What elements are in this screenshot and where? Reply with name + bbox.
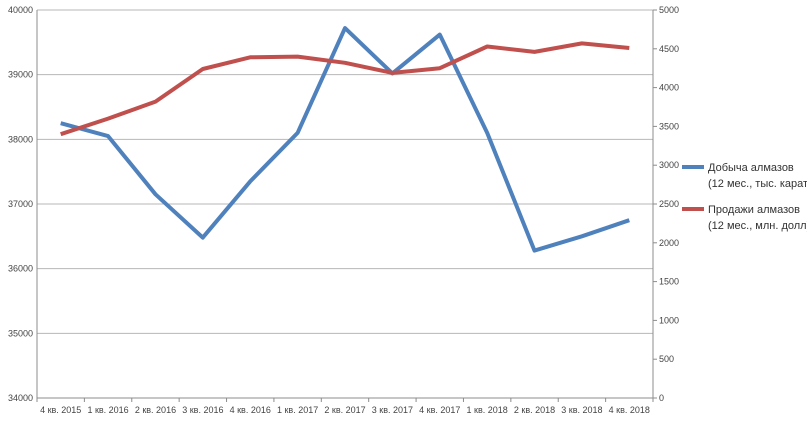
legend-label-production-line1: Добыча алмазов: [708, 162, 794, 174]
x-axis-tick-label: 2 кв. 2018: [514, 405, 555, 415]
right-axis-tick-label: 4000: [659, 83, 679, 93]
right-axis-tick-label: 5000: [659, 5, 679, 15]
right-axis-tick-label: 2500: [659, 199, 679, 209]
right-axis-tick-label: 1500: [659, 277, 679, 287]
left-axis-tick-label: 40000: [8, 5, 33, 15]
left-axis-tick-label: 37000: [8, 199, 33, 209]
x-axis-tick-label: 3 кв. 2016: [182, 405, 223, 415]
legend-label-production-line2: (12 мес., тыс. карат): [708, 178, 807, 190]
right-axis-tick-label: 0: [659, 393, 664, 403]
right-axis-tick-label: 1000: [659, 315, 679, 325]
x-axis-tick-label: 1 кв. 2018: [467, 405, 508, 415]
legend: Добыча алмазов (12 мес., тыс. карат) Про…: [682, 162, 807, 232]
right-axis-tick-label: 2000: [659, 238, 679, 248]
x-axis-tick-label: 4 кв. 2015: [40, 405, 81, 415]
series-line-production: [60, 26, 630, 253]
right-axis-tick-label: 3000: [659, 160, 679, 170]
gridlines: [37, 9, 653, 399]
x-axis-tick-label: 1 кв. 2016: [87, 405, 128, 415]
right-axis-tick-label: 3500: [659, 121, 679, 131]
series-line-sales: [60, 41, 630, 137]
x-axis-tick-label: 4 кв. 2016: [230, 405, 271, 415]
right-axis-tick-label: 500: [659, 354, 674, 364]
left-axis-tick-label: 39000: [8, 70, 33, 80]
x-axis-tick-label: 3 кв. 2017: [372, 405, 413, 415]
right-axis-tick-label: 4500: [659, 44, 679, 54]
legend-label-sales-line1: Продажи алмазов: [708, 204, 800, 216]
legend-label-sales-line2: (12 мес., млн. долл): [708, 220, 807, 232]
right-axis-tick-labels: 0 500 1000 1500 2000 2500 3000 3500 4000 4500 5000: [659, 5, 679, 403]
series-lines: [60, 26, 630, 253]
x-axis-tick-label: 3 кв. 2018: [561, 405, 602, 415]
left-axis-tick-label: 38000: [8, 134, 33, 144]
x-axis-tick-label: 2 кв. 2017: [324, 405, 365, 415]
x-axis-tick-label: 4 кв. 2018: [609, 405, 650, 415]
left-axis-tick-labels: 34000 35000 36000 37000 38000 39000 40000: [8, 5, 33, 403]
axes: [36, 9, 657, 402]
left-axis-tick-label: 34000: [8, 393, 33, 403]
x-axis-tick-label: 1 кв. 2017: [277, 405, 318, 415]
x-axis-tick-labels: 4 кв. 2015 1 кв. 2016 2 кв. 2016 3 кв. 2016…: [40, 405, 650, 415]
x-axis-tick-label: 2 кв. 2016: [135, 405, 176, 415]
left-axis-tick-label: 36000: [8, 264, 33, 274]
x-axis-tick-label: 4 кв. 2017: [419, 405, 460, 415]
left-axis-tick-label: 35000: [8, 328, 33, 338]
